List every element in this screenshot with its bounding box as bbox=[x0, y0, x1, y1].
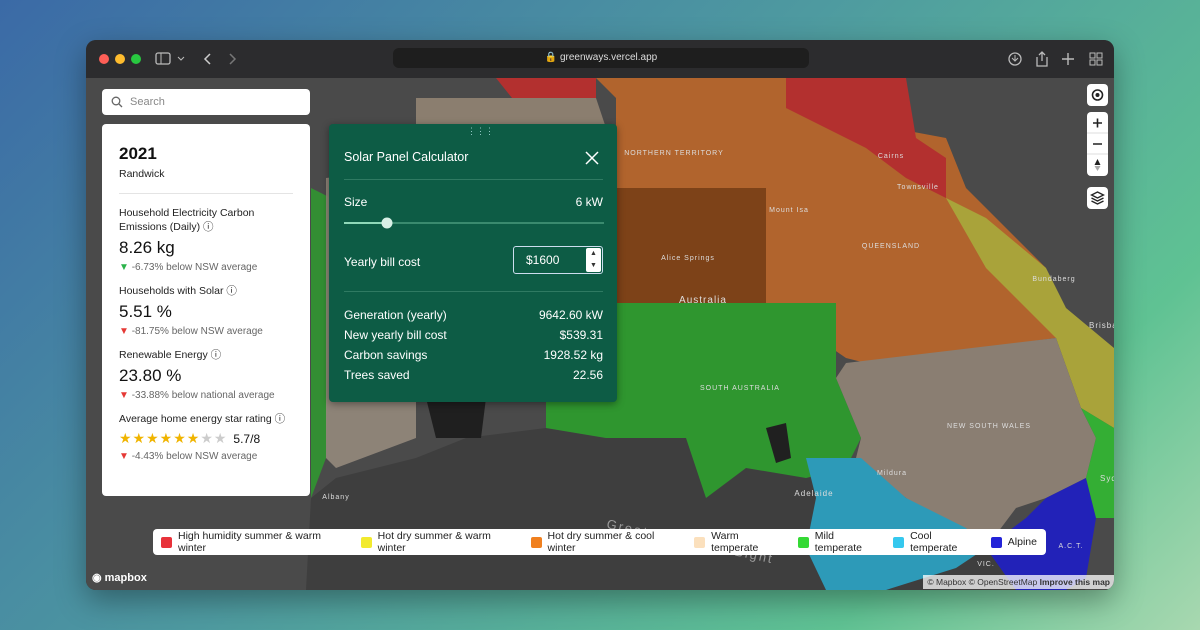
logo-text: mapbox bbox=[104, 572, 147, 584]
legend-item: Mild temperate bbox=[797, 530, 884, 554]
result-value: 1928.52 kg bbox=[543, 348, 603, 362]
result-label: Carbon savings bbox=[344, 348, 428, 362]
year: 2021 bbox=[119, 144, 157, 163]
result-value: 9642.60 kW bbox=[538, 308, 603, 322]
metric: Renewable Energy ⓘ 23.80 % ▼ -33.88% bel… bbox=[119, 348, 293, 401]
result-label: Trees saved bbox=[344, 368, 410, 382]
metric-value: 5.51 % bbox=[119, 302, 172, 321]
metric: Average home energy star rating ⓘ ★★★★★★… bbox=[119, 413, 286, 462]
map-label: Bundaberg bbox=[1032, 276, 1075, 283]
map-label: SOUTH AUSTRALIA bbox=[700, 385, 780, 392]
map-label: Australia bbox=[679, 295, 727, 306]
info-panel: 2021 Randwick Household Electricity Carb… bbox=[102, 124, 310, 496]
metric: Household Electricity Carbon Emissions (… bbox=[119, 206, 293, 273]
map-label: Mildura bbox=[877, 470, 907, 477]
result-value: $539.31 bbox=[559, 328, 603, 342]
nav-icons[interactable] bbox=[154, 51, 244, 67]
legend-label: Warm temperate bbox=[711, 530, 759, 554]
map-label: VIC. bbox=[977, 561, 995, 568]
zoom-controls[interactable] bbox=[1087, 112, 1108, 176]
metric-label: Renewable Energy bbox=[119, 349, 208, 361]
suburb: Randwick bbox=[119, 168, 165, 180]
map-label: A.C.T. bbox=[1058, 543, 1083, 550]
size-slider[interactable] bbox=[344, 216, 604, 230]
bill-value: $1600 bbox=[526, 253, 560, 267]
map-label: Albany bbox=[322, 494, 349, 501]
legend: High humidity summer & warm winter Hot dr… bbox=[153, 529, 1046, 555]
stars: ★★★★★★★★ bbox=[119, 430, 228, 446]
legend-item: High humidity summer & warm winter bbox=[161, 530, 352, 554]
result-label: Generation (yearly) bbox=[344, 308, 447, 322]
legend-swatch bbox=[161, 536, 172, 548]
legend-item: Hot dry summer & cool winter bbox=[530, 530, 686, 554]
drag-handle[interactable]: ⋮⋮⋮ bbox=[467, 126, 494, 136]
legend-item: Alpine bbox=[990, 536, 1037, 548]
calculator-title: Solar Panel Calculator bbox=[344, 150, 469, 164]
bill-input[interactable]: $1600 ▲ ▼ bbox=[513, 246, 603, 274]
locate-button[interactable] bbox=[1087, 84, 1108, 106]
metric-label: Households with Solar bbox=[119, 285, 224, 297]
metric: Households with Solar ⓘ 5.51 % ▼ -81.75%… bbox=[119, 284, 293, 337]
metric-value: 5.7/8 bbox=[233, 431, 261, 446]
close-button[interactable] bbox=[585, 151, 599, 165]
legend-label: Hot dry summer & warm winter bbox=[377, 530, 491, 554]
legend-swatch bbox=[797, 536, 809, 548]
map-label: Cairns bbox=[878, 153, 904, 160]
map-label: Brisba bbox=[1089, 321, 1114, 330]
bill-label: Yearly bill cost bbox=[344, 255, 421, 269]
legend-label: Alpine bbox=[1007, 536, 1037, 548]
metric-comparison: -81.75% below NSW average bbox=[131, 326, 263, 337]
map-label: Adelaide bbox=[794, 489, 833, 498]
browser-window: NORTHERN TERRITORY Mount Isa Townsville … bbox=[86, 40, 1114, 590]
legend-swatch bbox=[530, 536, 542, 548]
window-buttons bbox=[99, 54, 141, 64]
map-label: Townsville bbox=[897, 184, 939, 191]
legend-swatch bbox=[893, 536, 905, 548]
layers-button[interactable] bbox=[1087, 187, 1108, 209]
metric-label: Average home energy star rating bbox=[119, 413, 272, 425]
map-label: NEW SOUTH WALES bbox=[947, 423, 1031, 430]
map-label: QUEENSLAND bbox=[862, 243, 920, 250]
attribution: © Mapbox © OpenStreetMap Improve this ma… bbox=[923, 575, 1114, 589]
metric-value: 23.80 % bbox=[119, 366, 182, 385]
address-bar[interactable]: 🔒 greenways.vercel.app bbox=[393, 48, 809, 68]
search-placeholder: Search bbox=[130, 96, 165, 108]
mapbox-logo: ◉ mapbox bbox=[92, 572, 147, 584]
toolbar-icons[interactable] bbox=[1006, 50, 1106, 68]
url: greenways.vercel.app bbox=[559, 52, 658, 63]
legend-label: Hot dry summer & cool winter bbox=[547, 530, 655, 554]
browser-toolbar: 🔒 greenways.vercel.app bbox=[86, 40, 1114, 78]
metric-comparison: -33.88% below national average bbox=[131, 390, 275, 401]
result-label: New yearly bill cost bbox=[344, 328, 447, 342]
search-box[interactable]: Search bbox=[102, 89, 310, 115]
legend-label: High humidity summer & warm winter bbox=[177, 530, 321, 554]
legend-label: Mild temperate bbox=[814, 530, 863, 554]
size-label: Size bbox=[344, 195, 368, 209]
credits: © Mapbox © OpenStreetMap bbox=[927, 577, 1038, 587]
legend-swatch bbox=[990, 536, 1002, 548]
metric-comparison: -4.43% below NSW average bbox=[131, 451, 258, 462]
legend-label: Cool temperate bbox=[910, 530, 958, 554]
map-label: Alice Springs bbox=[661, 255, 715, 262]
map-label: Mount Isa bbox=[769, 207, 809, 214]
legend-item: Cool temperate bbox=[893, 530, 982, 554]
map-label: Syd bbox=[1100, 474, 1114, 483]
legend-swatch bbox=[360, 536, 372, 548]
metric-comparison: -6.73% below NSW average bbox=[131, 262, 258, 273]
calculator-panel: ⋮⋮⋮ Solar Panel Calculator Size 6 kW Year… bbox=[329, 124, 617, 402]
legend-item: Hot dry summer & warm winter bbox=[360, 530, 522, 554]
metric-value: 8.26 kg bbox=[119, 238, 175, 257]
size-value: 6 kW bbox=[575, 195, 603, 209]
map-label: NORTHERN TERRITORY bbox=[624, 150, 724, 157]
improve-link[interactable]: Improve this map bbox=[1039, 577, 1110, 587]
result-value: 22.56 bbox=[572, 368, 603, 382]
metric-label: Household Electricity Carbon Emissions (… bbox=[119, 207, 255, 233]
legend-item: Warm temperate bbox=[694, 530, 789, 554]
legend-swatch bbox=[694, 536, 706, 548]
